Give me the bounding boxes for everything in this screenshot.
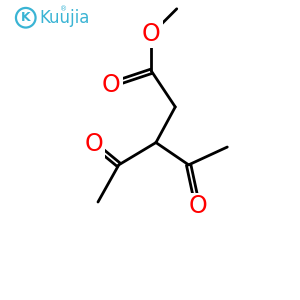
Text: O: O bbox=[188, 194, 207, 218]
Text: O: O bbox=[102, 73, 121, 97]
Text: O: O bbox=[142, 22, 161, 46]
Text: O: O bbox=[84, 132, 103, 156]
Text: ®: ® bbox=[60, 6, 67, 12]
Text: K: K bbox=[21, 11, 31, 24]
Text: Kuujia: Kuujia bbox=[39, 9, 89, 27]
